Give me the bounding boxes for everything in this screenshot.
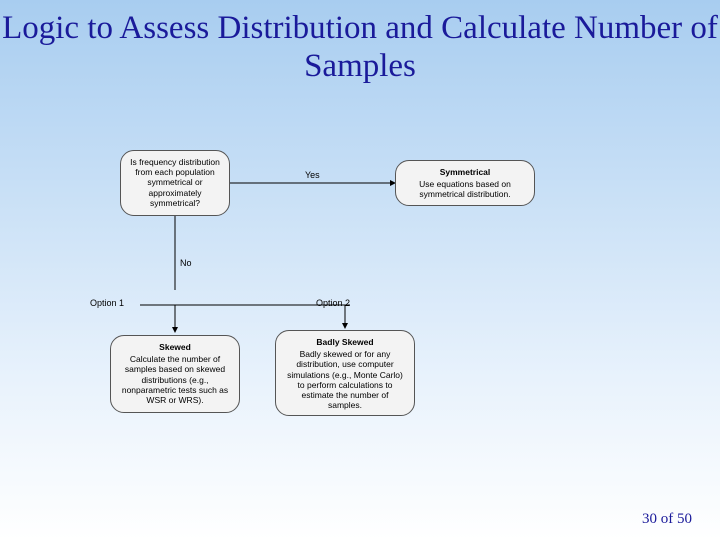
node-symmetrical-text: Use equations based on symmetrical distr… — [419, 179, 511, 199]
flowchart-area: Is frequency distribution from each popu… — [90, 150, 630, 470]
label-option1: Option 1 — [90, 298, 124, 308]
node-skewed-text: Calculate the number of samples based on… — [122, 354, 228, 405]
node-skewed-title: Skewed — [119, 342, 231, 352]
node-badly-skewed: Badly Skewed Badly skewed or for any dis… — [275, 330, 415, 416]
node-badly-text: Badly skewed or for any distribution, us… — [287, 349, 403, 410]
node-skewed: Skewed Calculate the number of samples b… — [110, 335, 240, 413]
label-yes: Yes — [305, 170, 320, 180]
node-symmetrical: Symmetrical Use equations based on symme… — [395, 160, 535, 206]
node-symmetrical-title: Symmetrical — [404, 167, 526, 177]
node-decision: Is frequency distribution from each popu… — [120, 150, 230, 216]
page-number: 30 of 50 — [642, 511, 692, 528]
slide-title: Logic to Assess Distribution and Calcula… — [0, 10, 720, 86]
node-decision-text: Is frequency distribution from each popu… — [130, 157, 220, 208]
label-no: No — [180, 258, 192, 268]
label-option2: Option 2 — [316, 298, 350, 308]
node-badly-title: Badly Skewed — [284, 337, 406, 347]
